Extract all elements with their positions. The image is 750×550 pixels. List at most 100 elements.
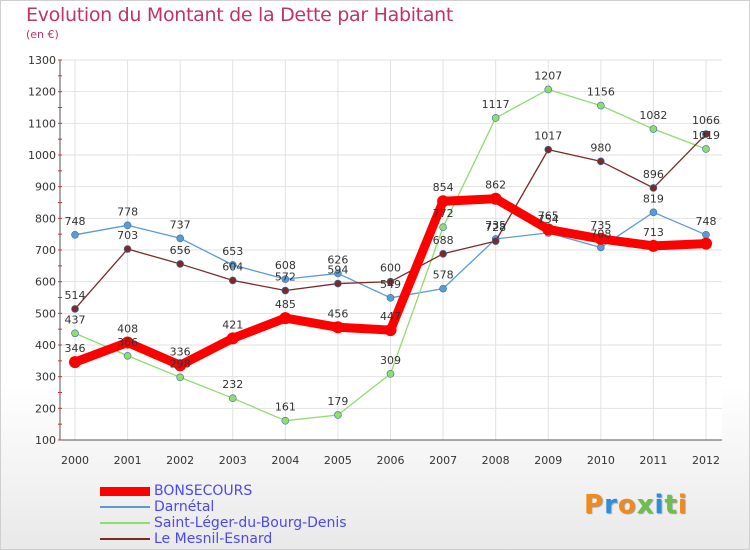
data-label: 688 (433, 234, 454, 247)
x-tick-label: 2002 (166, 454, 194, 467)
data-label: 1156 (587, 86, 615, 99)
data-label: 626 (327, 253, 348, 266)
data-label: 608 (275, 259, 296, 272)
data-label: 656 (170, 244, 191, 257)
data-label: 748 (696, 215, 717, 228)
data-point (386, 294, 395, 302)
data-label: 713 (643, 226, 664, 239)
data-point (123, 221, 132, 230)
y-tick-label: 600 (35, 276, 56, 289)
data-point (281, 416, 290, 425)
chart-subtitle: (en €) (26, 28, 59, 41)
x-tick-label: 2000 (61, 454, 89, 467)
data-label: 728 (485, 221, 506, 234)
data-point (439, 223, 447, 231)
data-label: 1019 (692, 129, 720, 142)
chart-title: Evolution du Montant de la Dette par Hab… (26, 4, 454, 26)
data-point (174, 359, 187, 372)
y-tick-label: 100 (35, 434, 56, 447)
data-point (279, 312, 292, 325)
data-point (69, 356, 81, 369)
data-label: 748 (65, 215, 86, 228)
data-point (491, 114, 500, 122)
data-label: 862 (485, 179, 506, 192)
data-label: 549 (380, 278, 401, 291)
legend-swatch (100, 486, 150, 496)
data-label: 421 (222, 318, 243, 331)
data-point (437, 195, 450, 208)
data-point (176, 260, 184, 268)
data-point (491, 237, 500, 245)
data-label: 298 (170, 357, 191, 370)
data-label: 819 (643, 192, 664, 205)
data-label: 456 (327, 307, 348, 320)
data-point (544, 85, 553, 94)
data-point (489, 192, 502, 205)
x-tick-label: 2011 (639, 454, 667, 467)
series-darn-tal (71, 208, 710, 302)
x-tick-label: 2001 (114, 454, 142, 467)
x-tick-label: 2010 (587, 454, 615, 467)
data-point (71, 305, 79, 313)
data-point (594, 232, 607, 245)
data-point (702, 130, 710, 138)
data-label: 778 (117, 205, 138, 218)
y-tick-label: 1000 (28, 149, 56, 162)
data-point (702, 145, 710, 153)
data-label: 653 (222, 245, 243, 258)
data-label: 896 (643, 168, 664, 181)
series-bonsecours (69, 192, 712, 372)
data-label: 1017 (534, 130, 562, 143)
data-point (386, 277, 395, 286)
data-label: 336 (170, 345, 191, 358)
data-label: 578 (433, 269, 454, 282)
x-tick-label: 2007 (429, 454, 457, 467)
data-point (176, 234, 184, 243)
data-label: 572 (275, 271, 296, 284)
data-point (700, 237, 712, 250)
data-label: 408 (117, 322, 138, 335)
data-label: 735 (485, 219, 506, 232)
y-tick-label: 700 (35, 244, 56, 257)
data-point (226, 332, 239, 345)
legend-label: Le Mesnil-Esnard (154, 531, 273, 547)
y-tick-label: 300 (35, 371, 56, 384)
y-tick-label: 400 (35, 339, 56, 352)
data-label: 1082 (639, 109, 667, 122)
data-point (386, 370, 395, 378)
y-tick-label: 1100 (28, 117, 56, 130)
data-point (334, 411, 342, 419)
data-point (384, 324, 397, 337)
data-point (123, 351, 132, 360)
data-point (281, 286, 290, 295)
y-tick-label: 200 (35, 402, 56, 415)
x-tick-label: 2005 (324, 454, 352, 467)
data-point (331, 321, 344, 334)
data-point (439, 250, 447, 258)
y-tick-label: 1300 (28, 54, 56, 67)
data-point (123, 245, 132, 253)
legend-label: BONSECOURS (154, 483, 253, 499)
data-point (649, 125, 658, 133)
x-tick-label: 2004 (271, 454, 299, 467)
data-label: 346 (65, 342, 86, 355)
x-tick-label: 2006 (377, 454, 405, 467)
data-label: 1117 (482, 98, 510, 111)
data-label: 980 (590, 141, 611, 154)
data-point (649, 184, 658, 192)
data-label: 179 (327, 395, 348, 408)
data-label: 703 (117, 229, 138, 242)
data-point (542, 223, 555, 236)
data-label: 485 (275, 298, 296, 311)
data-point (71, 231, 79, 239)
data-point (647, 239, 660, 252)
data-label: 1066 (692, 114, 720, 127)
data-point (702, 231, 710, 239)
y-tick-label: 900 (35, 181, 56, 194)
y-tick-label: 800 (35, 212, 56, 225)
data-label: 737 (170, 218, 191, 231)
data-point (176, 373, 184, 382)
data-label: 1207 (534, 69, 562, 82)
x-tick-label: 2012 (692, 454, 720, 467)
data-label: 161 (275, 401, 296, 414)
